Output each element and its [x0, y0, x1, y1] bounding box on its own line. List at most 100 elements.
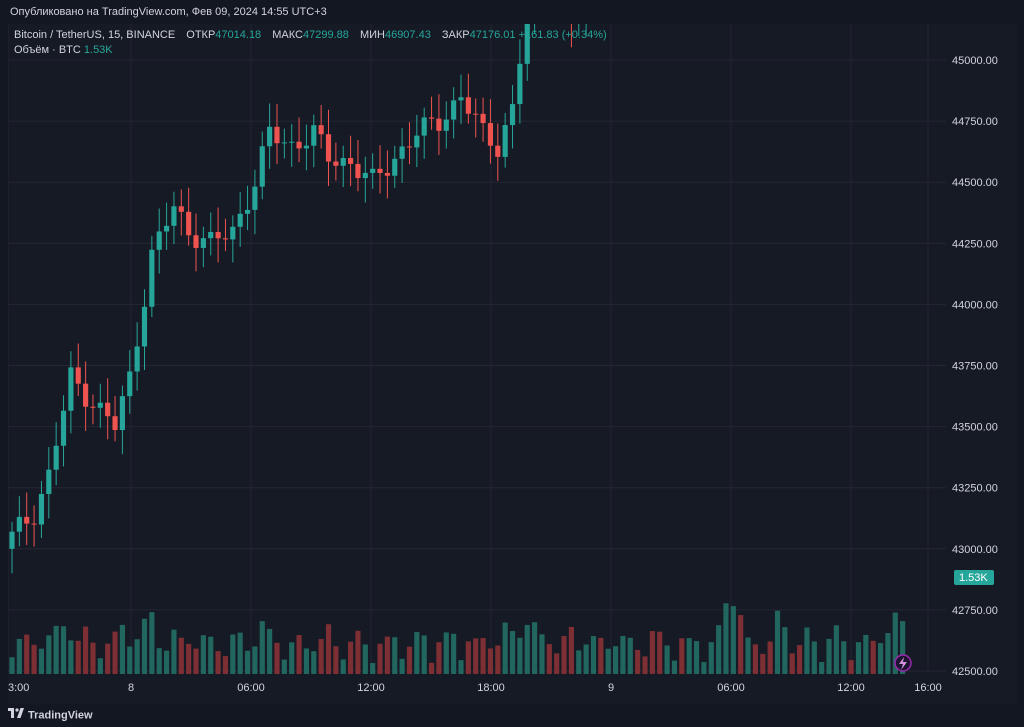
candle-body	[53, 445, 59, 470]
volume-bar	[340, 659, 346, 674]
close-value: 47176.01	[469, 29, 516, 41]
x-tick-label: 16:00	[914, 682, 942, 694]
volume-bar	[370, 663, 376, 674]
volume-tag-bg	[954, 570, 994, 585]
volume-bar	[75, 640, 81, 674]
candle-body	[281, 142, 287, 144]
volume-bar	[16, 638, 22, 674]
volume-bar	[362, 644, 368, 674]
volume-bar	[318, 639, 324, 674]
x-tick-label: 8	[128, 682, 134, 694]
volume-bar	[303, 648, 310, 674]
candle-body	[436, 118, 442, 131]
open-label: ОТКР	[186, 29, 216, 41]
candle-body	[237, 213, 243, 227]
volume-bar	[127, 646, 133, 674]
volume-bar	[480, 637, 486, 674]
candle-body	[465, 97, 471, 114]
volume-bar	[458, 660, 464, 674]
volume-bar	[105, 643, 111, 674]
volume-bar	[833, 625, 839, 674]
volume-bar	[532, 622, 538, 674]
volume-bar	[885, 633, 891, 674]
candle-body	[377, 168, 383, 173]
volume-bar	[797, 645, 803, 674]
volume-bar	[333, 646, 339, 674]
high-label: МАКС	[272, 29, 303, 41]
volume-bar	[730, 606, 736, 674]
candle-body	[208, 231, 214, 239]
volume-bar	[156, 648, 162, 674]
candlestick-chart[interactable]: 47750.0047500.0047250.0047000.0046750.00…	[8, 24, 1017, 704]
volume-bar	[163, 650, 170, 674]
candle-body	[46, 469, 52, 494]
candle-body	[325, 134, 332, 162]
volume-bar	[745, 637, 751, 674]
volume-bar	[9, 657, 15, 674]
candle-body	[119, 396, 125, 431]
candle-body	[141, 306, 148, 347]
x-tick-label: 3:00	[8, 682, 29, 694]
lightning-icon-bolt	[899, 657, 907, 670]
candle-body	[473, 113, 479, 115]
volume-bar	[134, 639, 140, 674]
volume-bar	[392, 637, 398, 674]
candle-body	[244, 209, 251, 214]
y-tick-label: 44500.00	[952, 177, 998, 189]
candle-body	[75, 367, 81, 384]
volume-bar	[259, 621, 265, 674]
candle-body	[502, 125, 508, 157]
x-tick-label: 06:00	[237, 682, 265, 694]
volume-bar	[53, 625, 59, 674]
volume-bar	[539, 634, 545, 674]
candle-body	[24, 516, 30, 524]
volume-bar	[561, 636, 567, 674]
volume-bar	[281, 659, 287, 674]
candle-body	[16, 516, 22, 532]
volume-bar	[693, 641, 700, 674]
volume-bar	[141, 618, 148, 674]
volume-bar	[870, 640, 876, 674]
volume-bar	[46, 635, 52, 674]
volume-bar	[789, 653, 795, 674]
volume-bar	[590, 636, 597, 674]
lightning-icon[interactable]	[894, 654, 912, 672]
volume-bar	[97, 658, 103, 674]
volume-bar	[193, 648, 199, 674]
footer-brand[interactable]: TradingView	[28, 709, 93, 722]
candle-body	[230, 226, 236, 240]
volume-bar	[406, 646, 413, 674]
y-tick-label: 43250.00	[952, 483, 998, 495]
candle-body	[178, 206, 184, 212]
volume-bar	[509, 631, 516, 674]
volume-bar	[502, 622, 508, 674]
volume-bar	[200, 635, 206, 674]
volume-bar	[657, 631, 663, 674]
volume-bar	[701, 662, 707, 674]
candle-body	[9, 531, 15, 549]
volume-bar	[900, 621, 906, 674]
tradingview-logo-icon[interactable]	[8, 704, 24, 727]
x-tick-label: 18:00	[477, 682, 505, 694]
volume-tag: 1.53K	[954, 570, 994, 585]
candle-body	[267, 126, 273, 147]
candle-body	[215, 231, 221, 239]
candle-body	[399, 146, 405, 159]
volume-bar	[237, 632, 243, 674]
volume-bar	[495, 645, 501, 674]
candle-body	[443, 119, 449, 131]
volume-value: 1.53K	[83, 44, 113, 56]
open-value: 47014.18	[215, 29, 262, 41]
candle-body	[355, 163, 361, 179]
chart-area[interactable]: 47750.0047500.0047250.0047000.0046750.00…	[8, 24, 1017, 704]
volume-bar	[473, 638, 479, 674]
candle-body	[149, 249, 155, 307]
candle-body	[186, 211, 192, 236]
volume-bar	[620, 635, 626, 674]
volume-bar	[244, 650, 251, 674]
volume-bar	[686, 638, 692, 674]
volume-bar	[377, 643, 383, 674]
x-tick-label: 06:00	[717, 682, 745, 694]
volume-bar	[38, 648, 45, 674]
volume-bar	[421, 635, 427, 674]
